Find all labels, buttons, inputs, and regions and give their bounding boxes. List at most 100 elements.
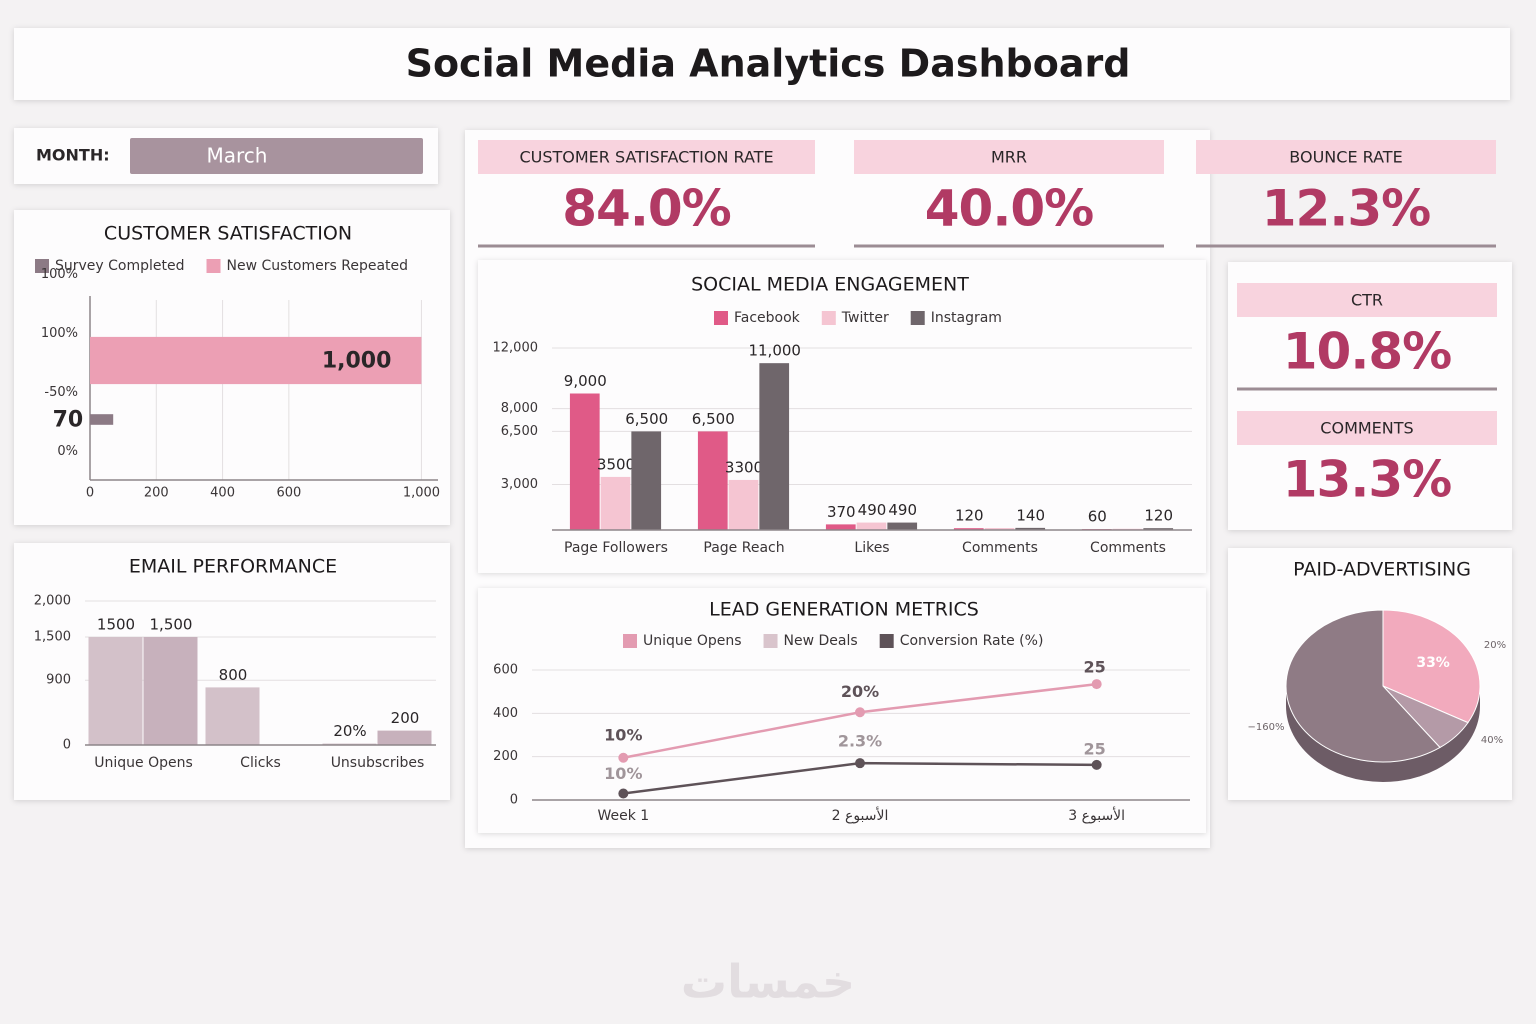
point: [618, 788, 629, 799]
kpi-label: MRR: [991, 148, 1027, 167]
kpi-band: [1237, 283, 1497, 317]
y-tick-label: 8,000: [501, 401, 538, 416]
y-tick-label: 900: [46, 673, 71, 688]
chart-title: PAID-ADVERTISING: [1293, 559, 1471, 581]
bar: [143, 637, 198, 745]
bar: [600, 476, 631, 530]
data-label: 200: [391, 709, 420, 727]
annotation: 20%: [1484, 640, 1506, 651]
legend-swatch: [623, 634, 637, 648]
data-label: 3500: [597, 455, 635, 473]
bar: [88, 637, 143, 745]
x-tick-label: 0: [86, 486, 94, 501]
data-label: 370: [827, 503, 856, 521]
x-tick-label: Comments: [1090, 540, 1166, 556]
legend-label: New Customers Repeated: [227, 258, 409, 274]
bar: [759, 363, 790, 530]
legend-swatch: [206, 259, 221, 273]
annotation: −160%: [1248, 722, 1285, 733]
data-label: 800: [219, 666, 248, 684]
y-tick-label: 100%: [41, 267, 78, 282]
annotation: 10%: [604, 764, 642, 783]
legend-swatch: [714, 311, 728, 325]
y-tick-label: 0: [510, 793, 518, 808]
data-label: 6,500: [625, 410, 668, 428]
legend-label: Survey Completed: [55, 258, 185, 274]
data-label: 11,000: [748, 342, 801, 360]
bar: [1015, 527, 1046, 530]
legend-label: New Deals: [784, 633, 858, 649]
point: [618, 752, 629, 763]
x-tick-label: Unique Opens: [94, 755, 193, 771]
data-label: 6,500: [692, 410, 735, 428]
kpi-label: CUSTOMER SATISFACTION RATE: [519, 148, 773, 167]
filter-label: MONTH:: [36, 146, 110, 165]
data-label: 1,000: [322, 349, 392, 374]
y-tick-label: 200: [493, 749, 518, 764]
x-tick-label: الأسبوع 2: [832, 806, 889, 824]
chart-title: EMAIL PERFORMANCE: [129, 556, 337, 578]
kpi-band: [1196, 140, 1496, 174]
watermark: خمسات: [681, 955, 855, 1009]
pie-slice: [1382, 609, 1481, 724]
annotation: 2.3%: [838, 732, 882, 751]
month-select[interactable]: [130, 138, 423, 174]
bar: [377, 730, 432, 745]
bar: [90, 336, 422, 385]
y-tick-label: 0: [63, 738, 71, 753]
y-tick-label: 3,000: [501, 477, 538, 492]
legend-label: Twitter: [841, 310, 889, 326]
data-label: 33%: [1416, 655, 1450, 671]
annotation: 20%: [841, 682, 879, 701]
x-tick-label: الأسبوع 3: [1068, 806, 1125, 824]
x-tick-label: Page Reach: [703, 540, 784, 556]
x-tick-label: 200: [144, 486, 169, 501]
legend-swatch: [821, 311, 836, 325]
y-tick-label: -50%: [44, 385, 78, 400]
kpi-value: 40.0%: [925, 180, 1093, 238]
legend-label: Instagram: [931, 310, 1002, 326]
bar: [90, 414, 114, 425]
x-tick-label: 1,000: [403, 486, 440, 501]
x-tick-label: 400: [210, 486, 235, 501]
y-tick-label: 0%: [57, 444, 78, 459]
kpi-value: 10.8%: [1283, 323, 1451, 381]
data-label: 70: [53, 408, 84, 433]
y-tick-label: 100%: [41, 326, 78, 341]
month-value[interactable]: March: [207, 144, 268, 168]
data-label: 9,000: [564, 372, 607, 390]
kpi-band: [854, 140, 1164, 174]
kpi-value: 12.3%: [1262, 180, 1430, 238]
kpi-band: [478, 140, 815, 174]
annotation: 25: [1084, 658, 1106, 677]
y-tick-label: 12,000: [493, 341, 539, 356]
x-tick-label: Comments: [962, 540, 1038, 556]
data-label: 120: [1144, 507, 1173, 525]
y-tick-label: 600: [493, 663, 518, 678]
data-label: 490: [858, 501, 887, 519]
kpi-label: CTR: [1351, 291, 1383, 310]
dashboard-title: Social Media Analytics Dashboard: [406, 42, 1131, 86]
legend-swatch: [763, 634, 778, 648]
legend-label: Unique Opens: [643, 633, 742, 649]
bar: [887, 522, 918, 530]
x-tick-label: Unsubscribes: [331, 755, 425, 771]
bar: [856, 522, 887, 530]
kpi-value: 13.3%: [1283, 451, 1451, 509]
email-panel: [14, 543, 450, 800]
y-tick-label: 1,500: [34, 630, 71, 645]
lead-panel: [478, 588, 1206, 833]
bar: [825, 524, 856, 530]
bar: [953, 528, 984, 530]
y-tick-label: 400: [493, 706, 518, 721]
x-tick-label: Clicks: [240, 755, 281, 771]
data-label: 120: [955, 507, 984, 525]
point: [855, 707, 865, 718]
legend-swatch: [910, 311, 925, 325]
pie-slice: [1285, 609, 1441, 763]
point: [1091, 759, 1102, 770]
point: [1091, 679, 1102, 690]
annotation: 40%: [1481, 735, 1503, 746]
chart-title: CUSTOMER SATISFACTION: [104, 223, 352, 245]
